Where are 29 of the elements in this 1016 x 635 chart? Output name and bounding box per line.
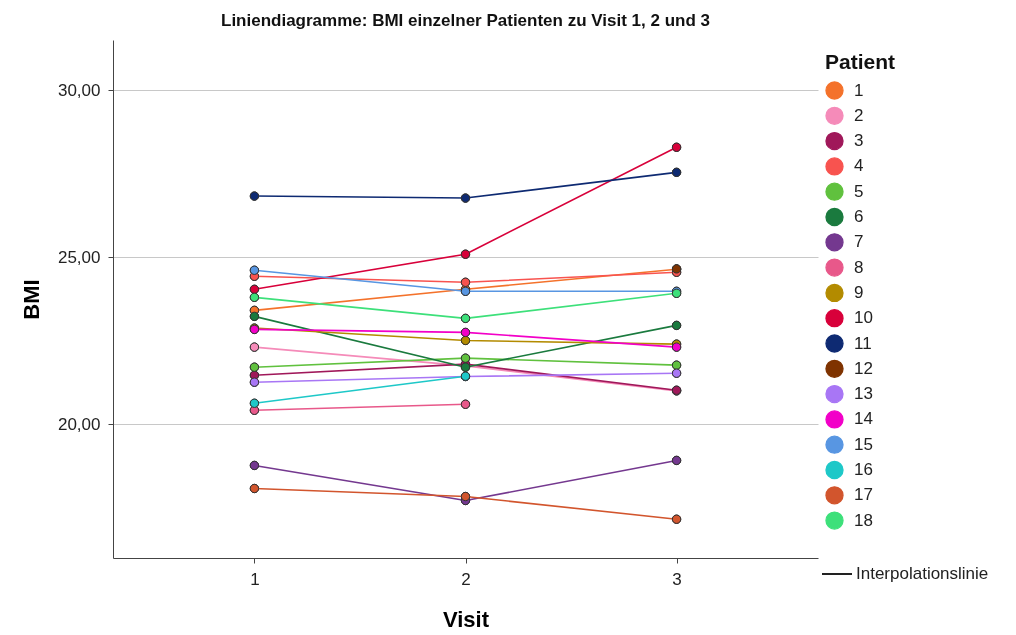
legend-label: 10	[854, 308, 873, 328]
legend-label: 7	[854, 232, 864, 252]
legend-label: 13	[854, 384, 873, 404]
legend-label: 2	[854, 105, 864, 125]
legend-label: 18	[854, 510, 873, 530]
legend-label: 16	[854, 460, 873, 479]
legend-label: 11	[854, 333, 872, 353]
legend-label: 6	[854, 207, 864, 226]
x-tick-label: 2	[461, 569, 471, 589]
x-axis-title: Visit	[442, 606, 490, 632]
text: Interpolationslinie	[856, 564, 989, 584]
legend-label: 14	[854, 409, 873, 429]
y-axis-title: BMI	[18, 279, 44, 320]
legend-label: 17	[854, 485, 873, 505]
legend-label: 3	[854, 131, 864, 151]
x-tick-label: 3	[672, 569, 682, 589]
y-tick-label: 30,00	[57, 80, 101, 100]
y-tick-label: 25,00	[57, 247, 101, 267]
legend-label: 4	[854, 156, 864, 176]
legend-title: Patient	[825, 50, 896, 73]
x-tick-label: 1	[250, 569, 260, 589]
chart-title: Liniendiagramme: BMI einzelner Patienten zu Visit 1, 2 und 3	[220, 11, 711, 30]
legend-label: 15	[854, 434, 873, 454]
legend-label: 1	[854, 80, 864, 100]
legend-label: 12	[854, 358, 873, 378]
y-tick-label: 20,00	[57, 414, 101, 434]
legend-label: 5	[854, 181, 864, 201]
legend-label: 8	[854, 257, 864, 277]
legend-label: 9	[854, 282, 864, 302]
